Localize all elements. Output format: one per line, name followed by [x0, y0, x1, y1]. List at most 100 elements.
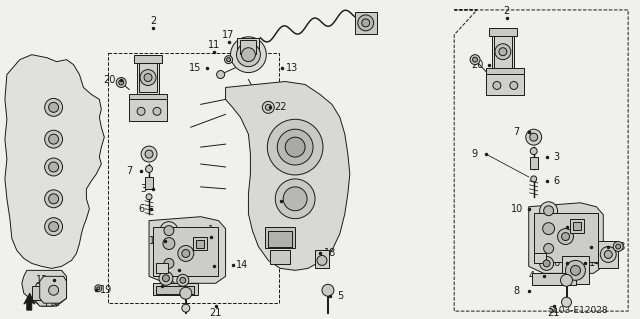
Circle shape — [49, 134, 59, 144]
Circle shape — [557, 229, 573, 245]
Text: 2: 2 — [504, 6, 510, 16]
Circle shape — [531, 176, 537, 182]
Text: 16: 16 — [548, 258, 561, 268]
Circle shape — [180, 277, 186, 283]
Text: 9: 9 — [471, 149, 477, 159]
Circle shape — [570, 265, 580, 275]
Polygon shape — [24, 293, 35, 310]
Bar — [534, 254, 546, 263]
Circle shape — [216, 70, 225, 78]
Circle shape — [144, 74, 152, 82]
Bar — [32, 286, 54, 300]
Polygon shape — [35, 283, 60, 306]
Circle shape — [49, 194, 59, 204]
Circle shape — [164, 258, 174, 268]
Bar — [153, 283, 198, 295]
Circle shape — [561, 274, 572, 286]
Circle shape — [237, 43, 260, 67]
Circle shape — [49, 102, 59, 112]
Bar — [598, 241, 618, 268]
Circle shape — [317, 256, 327, 265]
Circle shape — [561, 233, 570, 241]
Text: 12: 12 — [35, 275, 48, 285]
Text: 8: 8 — [514, 286, 520, 296]
Text: 16: 16 — [196, 261, 208, 271]
Bar — [139, 63, 157, 93]
Circle shape — [49, 285, 59, 295]
Polygon shape — [149, 217, 225, 283]
Circle shape — [146, 194, 152, 200]
Circle shape — [141, 146, 157, 162]
Bar — [573, 222, 581, 230]
Circle shape — [180, 287, 192, 299]
Circle shape — [45, 218, 63, 235]
Text: 20: 20 — [103, 75, 115, 85]
Circle shape — [49, 162, 59, 172]
Circle shape — [159, 271, 173, 285]
Text: 10: 10 — [149, 235, 161, 246]
Text: 3: 3 — [140, 184, 146, 194]
Circle shape — [543, 206, 554, 216]
Text: FR.: FR. — [45, 298, 60, 308]
Circle shape — [540, 202, 557, 220]
Circle shape — [140, 70, 156, 85]
Circle shape — [604, 250, 612, 258]
Text: 19: 19 — [100, 285, 113, 295]
Text: 1: 1 — [207, 225, 214, 234]
Text: 4: 4 — [529, 271, 535, 281]
Circle shape — [97, 287, 100, 290]
Circle shape — [145, 150, 153, 158]
Circle shape — [163, 238, 175, 249]
Text: 18: 18 — [614, 241, 627, 251]
Polygon shape — [40, 276, 67, 303]
Circle shape — [284, 187, 307, 211]
Bar — [570, 219, 584, 233]
Bar — [137, 55, 159, 100]
Text: 4: 4 — [186, 265, 192, 275]
Circle shape — [95, 285, 102, 292]
Bar — [315, 250, 329, 268]
Circle shape — [262, 101, 275, 113]
Circle shape — [145, 166, 152, 173]
Circle shape — [178, 246, 194, 261]
Circle shape — [499, 48, 507, 56]
Bar — [486, 74, 524, 95]
Circle shape — [225, 56, 232, 63]
Text: 22: 22 — [274, 102, 287, 112]
Circle shape — [322, 284, 334, 296]
Bar — [355, 12, 377, 34]
Text: 6: 6 — [554, 176, 559, 186]
Bar — [129, 100, 167, 121]
Bar — [561, 256, 589, 284]
Circle shape — [362, 19, 370, 27]
Bar — [145, 177, 153, 189]
Text: 14: 14 — [236, 260, 248, 271]
Text: 17: 17 — [222, 30, 235, 40]
Bar — [196, 240, 204, 248]
Circle shape — [266, 104, 271, 110]
Bar — [156, 263, 168, 273]
Polygon shape — [225, 82, 350, 271]
Circle shape — [543, 223, 555, 234]
Bar — [268, 231, 292, 247]
Circle shape — [227, 58, 230, 62]
Text: 13: 13 — [286, 63, 298, 73]
Text: 8: 8 — [169, 281, 175, 291]
Circle shape — [530, 133, 538, 141]
Text: 11: 11 — [207, 40, 220, 50]
Circle shape — [525, 129, 541, 145]
Bar — [129, 94, 167, 102]
Circle shape — [493, 82, 501, 89]
Bar — [489, 28, 517, 36]
Circle shape — [495, 44, 511, 60]
Bar — [270, 250, 290, 264]
Text: 7: 7 — [126, 166, 132, 176]
Text: 14: 14 — [589, 258, 602, 268]
Bar — [266, 226, 295, 249]
Circle shape — [153, 108, 161, 115]
Text: SL03-E12028: SL03-E12028 — [548, 306, 608, 315]
Circle shape — [116, 78, 126, 87]
Text: 9: 9 — [290, 196, 296, 206]
Circle shape — [45, 98, 63, 116]
Text: 21: 21 — [547, 308, 560, 318]
